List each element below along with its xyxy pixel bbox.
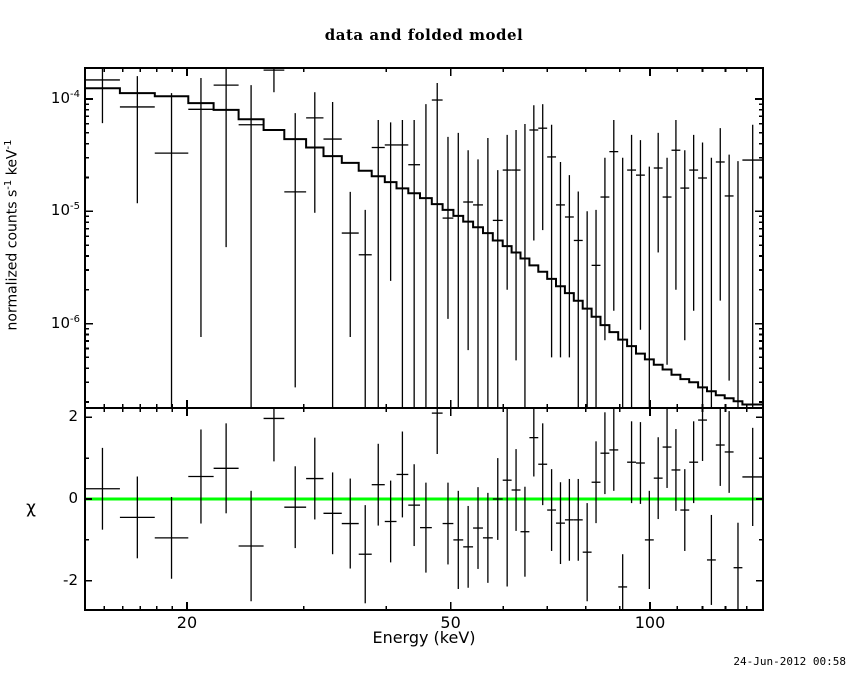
axis-ticks xyxy=(85,68,763,610)
y-axis-label-spectrum: normalized counts s-1 keV-1 xyxy=(3,139,21,331)
residuals-frame xyxy=(84,407,764,611)
residuals-panel xyxy=(85,408,763,610)
y-tick-label: 10-4 xyxy=(50,89,80,108)
x-tick-label: 20 xyxy=(176,613,198,632)
residual-tick-label: 2 xyxy=(68,407,78,426)
residual-error-bars xyxy=(85,408,763,610)
x-axis-label: Energy (keV) xyxy=(372,628,476,647)
folded-model-step-line xyxy=(85,87,763,406)
spectrum-frame xyxy=(84,67,764,409)
residual-tick-label: -2 xyxy=(63,570,78,589)
x-tick-label: 100 xyxy=(634,613,666,632)
timestamp: 24-Jun-2012 00:58 xyxy=(733,655,846,668)
plot-frame xyxy=(84,67,764,611)
page-title: data and folded model xyxy=(324,26,524,44)
residual-tick-label: 0 xyxy=(68,489,78,507)
spectrum-panel xyxy=(85,68,763,408)
y-tick-label: 10-6 xyxy=(50,313,80,332)
y-axis-label-residuals: χ xyxy=(26,498,36,518)
y-tick-label: 10-5 xyxy=(50,201,80,220)
x-tick-label: 50 xyxy=(440,613,461,632)
spectrum-error-bars xyxy=(85,68,763,408)
